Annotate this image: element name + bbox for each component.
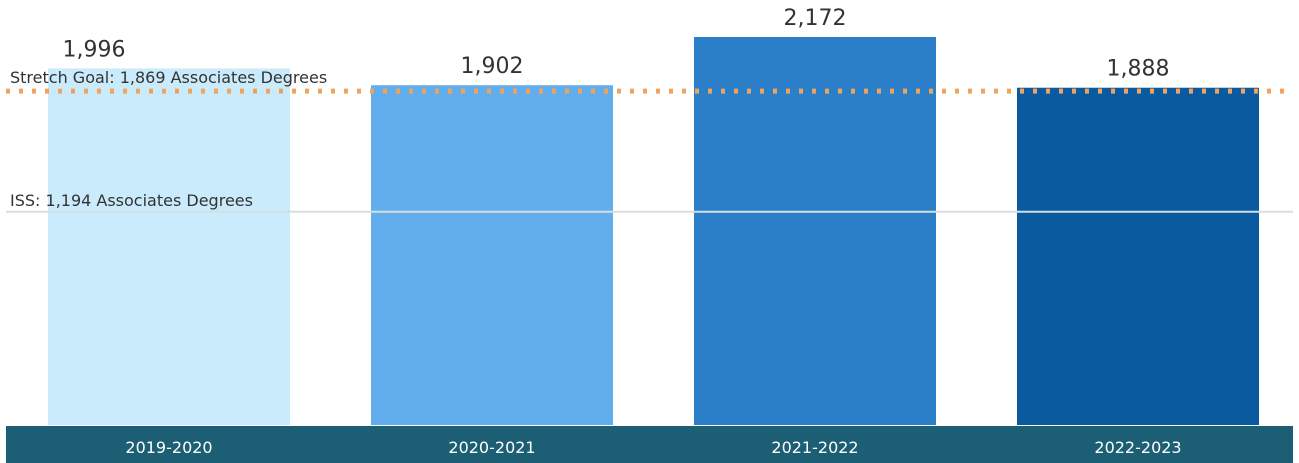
- bar-2020-2021: [371, 85, 613, 425]
- value-label-2022-2023: 1,888: [1107, 57, 1170, 82]
- x-tick-2020-2021: 2020-2021: [448, 438, 535, 457]
- stretch-goal-label: Stretch Goal: 1,869 Associates Degrees: [10, 68, 327, 87]
- x-axis-band: [6, 426, 1293, 463]
- x-tick-2022-2023: 2022-2023: [1094, 438, 1181, 457]
- bar-2022-2023: [1017, 87, 1259, 425]
- x-tick-2021-2022: 2021-2022: [771, 438, 858, 457]
- value-label-2021-2022: 2,172: [784, 6, 847, 31]
- value-label-2019-2020: 1,996: [63, 37, 126, 62]
- value-label-2020-2021: 1,902: [461, 54, 524, 79]
- bar-2021-2022: [694, 37, 936, 425]
- x-tick-2019-2020: 2019-2020: [125, 438, 212, 457]
- iss-label: ISS: 1,194 Associates Degrees: [10, 191, 253, 210]
- bar-2019-2020: [48, 68, 290, 425]
